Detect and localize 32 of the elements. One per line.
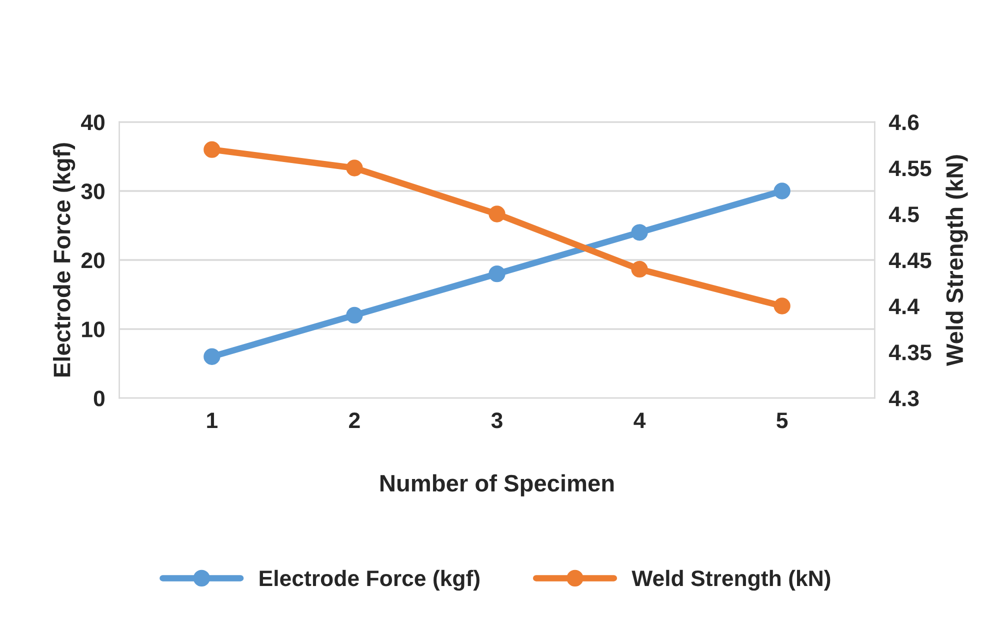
x-tick-label: 5	[776, 412, 788, 428]
x-tick-label: 4	[634, 412, 646, 428]
y2-tick-label: 4.3	[888, 390, 919, 406]
legend-label: Electrode Force (kgf)	[260, 570, 480, 591]
y-tick-label: 40	[81, 114, 104, 130]
point	[204, 348, 220, 365]
y-tick-label: 30	[81, 184, 104, 200]
y2-tick-label: 4.35	[888, 344, 932, 360]
point	[346, 160, 363, 176]
point	[774, 182, 790, 200]
point	[774, 298, 790, 314]
point	[346, 306, 363, 324]
y2-axis-title: Weld Strength (kN)	[946, 155, 968, 366]
x-axis-title: Number of Specimen	[380, 474, 614, 496]
y-axis-title: Electrode Force (kgf)	[53, 143, 76, 376]
y2-tick-label: 4.6	[888, 114, 919, 130]
point	[631, 224, 648, 241]
x-tick-label: 2	[349, 412, 360, 428]
y2-tick-label: 4.55	[888, 160, 932, 176]
point	[488, 206, 506, 222]
point	[488, 265, 506, 282]
x-tick-label: 1	[207, 412, 218, 428]
y-tick-label: 0	[94, 390, 104, 406]
y2-tick-label: 4.4	[888, 298, 920, 314]
y-tick-label: 10	[82, 322, 104, 338]
x-tick-label: 3	[491, 412, 502, 428]
legend-label: Weld Strength (kN)	[632, 570, 830, 591]
y2-tick-label: 4.5	[888, 206, 919, 222]
point	[204, 141, 220, 158]
y2-tick-label: 4.45	[888, 252, 932, 268]
y-tick-label: 20	[81, 252, 104, 268]
point	[631, 260, 648, 278]
